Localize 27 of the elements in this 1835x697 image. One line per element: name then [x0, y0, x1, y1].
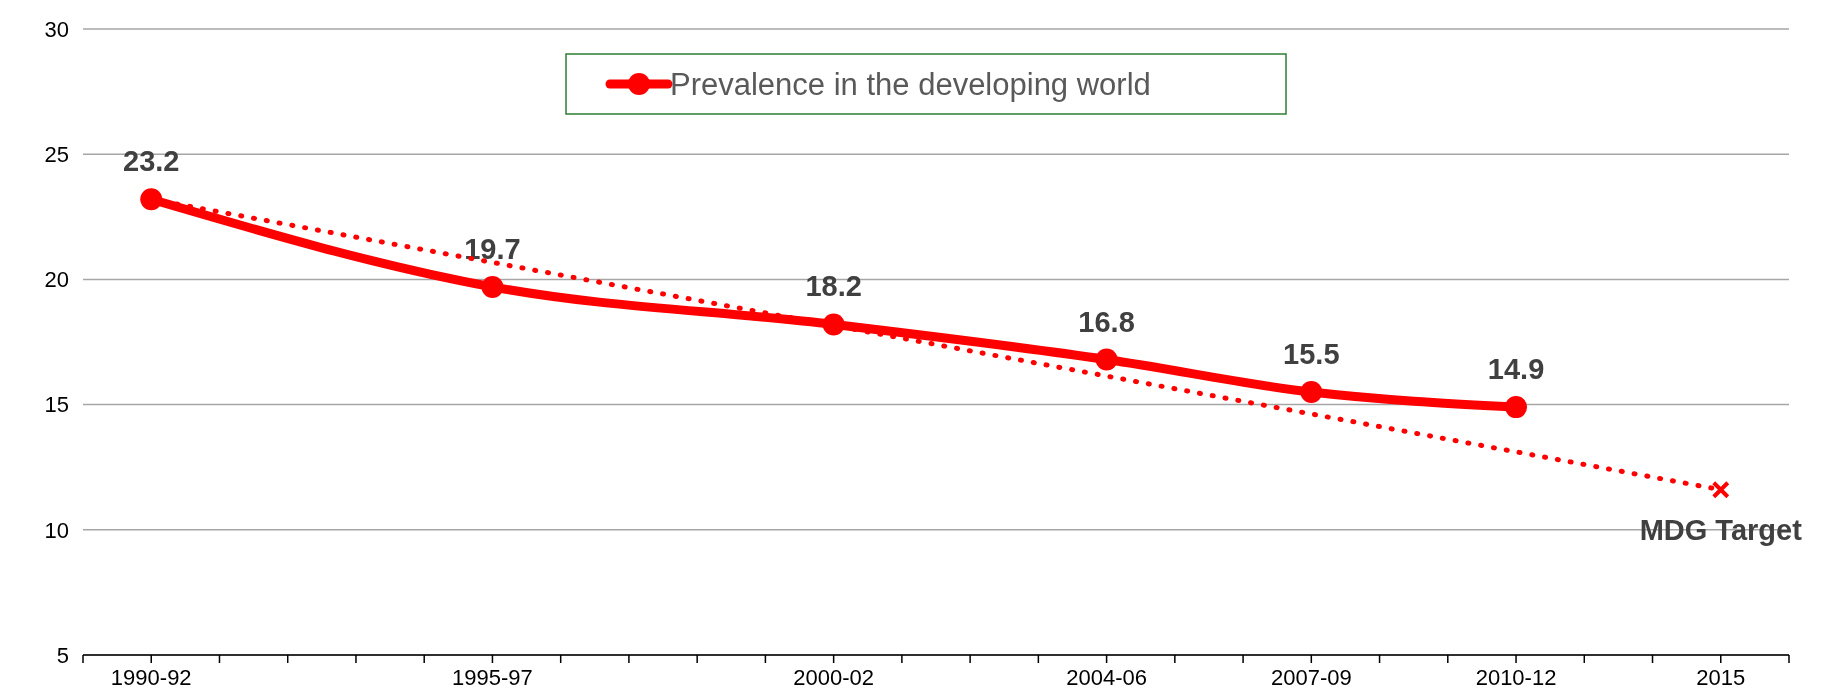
- data-label: 15.5: [1283, 338, 1340, 371]
- y-tick-label: 10: [44, 517, 69, 543]
- x-tick-label: 1995-97: [452, 665, 533, 690]
- x-tick-label: 1990-92: [110, 665, 192, 690]
- y-tick-label: 20: [44, 267, 69, 293]
- y-tick-label: 15: [44, 392, 69, 418]
- x-tick-label: 2015: [1696, 665, 1746, 690]
- data-label: 23.2: [123, 145, 180, 178]
- data-label: 16.8: [1078, 305, 1135, 338]
- y-tick-label: 25: [44, 141, 69, 167]
- data-label: 18.2: [805, 270, 862, 303]
- x-tick-label: 2004-06: [1066, 665, 1147, 690]
- point: [1711, 480, 1730, 499]
- point: [1300, 381, 1323, 404]
- point: [481, 275, 504, 298]
- x-tick-label: 2007-09: [1270, 665, 1352, 690]
- point: [140, 188, 163, 211]
- point: [1505, 396, 1528, 419]
- legend-label: Prevalence in the developing world: [670, 66, 1151, 102]
- annotation: MDG Target: [1639, 513, 1803, 546]
- data-label: 14.9: [1487, 353, 1545, 386]
- data-label: 19.7: [464, 232, 521, 265]
- point: [1095, 348, 1118, 371]
- x-tick-label: 2010-12: [1475, 665, 1557, 690]
- x-tick-label: 2000-02: [793, 665, 875, 690]
- y-tick-label: 30: [44, 16, 69, 42]
- y-tick-label: 5: [56, 642, 69, 668]
